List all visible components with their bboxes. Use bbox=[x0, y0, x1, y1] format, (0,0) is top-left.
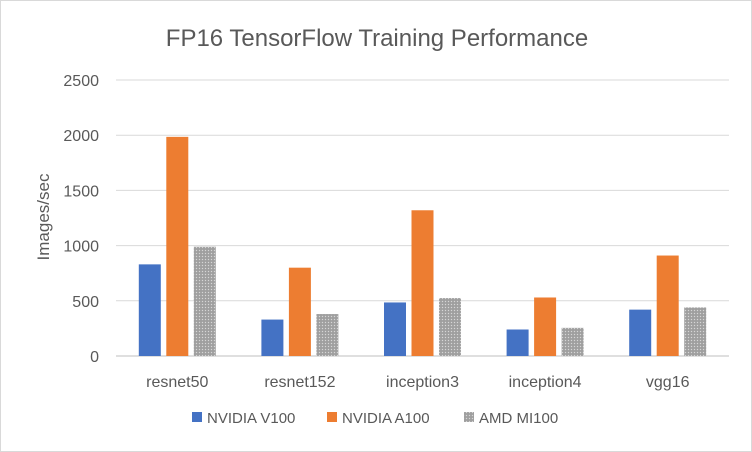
x-tick-label: resnet50 bbox=[146, 374, 208, 391]
bar-nvidia-a100 bbox=[288, 267, 311, 356]
bar-amd-mi100 bbox=[439, 298, 461, 356]
bar-nvidia-a100 bbox=[166, 136, 189, 356]
bars bbox=[138, 136, 707, 356]
bar-amd-mi100 bbox=[684, 307, 707, 356]
bar-amd-mi100 bbox=[316, 314, 339, 356]
y-tick-label: 2500 bbox=[63, 73, 99, 90]
bar-nvidia-v100 bbox=[506, 329, 529, 356]
y-tick-label: 500 bbox=[72, 294, 99, 311]
x-tick-label: inception3 bbox=[386, 374, 459, 391]
legend-swatch bbox=[192, 412, 202, 422]
bar-nvidia-v100 bbox=[138, 264, 161, 356]
y-tick-label: 1000 bbox=[63, 239, 99, 256]
legend-swatch bbox=[327, 412, 337, 422]
x-tick-label: inception4 bbox=[509, 374, 582, 391]
bar-nvidia-v100 bbox=[384, 302, 406, 356]
x-tick-label: vgg16 bbox=[646, 374, 690, 391]
legend: NVIDIA V100 NVIDIA A100 AMD MI100 bbox=[192, 410, 558, 427]
chart-title: FP16 TensorFlow Training Performance bbox=[166, 25, 588, 52]
x-tick-label: resnet152 bbox=[264, 374, 335, 391]
y-axis-ticks: 0 500 1000 1500 2000 2500 bbox=[63, 73, 99, 366]
bar-amd-mi100 bbox=[193, 246, 216, 356]
bar-amd-mi100 bbox=[561, 327, 584, 356]
y-axis-title: Images/sec bbox=[34, 173, 53, 260]
y-tick-label: 1500 bbox=[63, 183, 99, 200]
y-tick-label: 0 bbox=[90, 349, 99, 366]
y-tick-label: 2000 bbox=[63, 128, 99, 145]
legend-swatch bbox=[464, 412, 474, 422]
legend-label: NVIDIA V100 bbox=[207, 410, 295, 427]
bar-nvidia-v100 bbox=[261, 319, 284, 356]
x-axis-ticks: resnet50 resnet152 inception3 inception4 vgg… bbox=[146, 374, 689, 391]
legend-label: NVIDIA A100 bbox=[342, 410, 430, 427]
bar-nvidia-a100 bbox=[411, 210, 434, 356]
legend-label: AMD MI100 bbox=[479, 410, 558, 427]
bar-nvidia-a100 bbox=[656, 255, 679, 356]
bar-nvidia-a100 bbox=[534, 297, 557, 356]
bar-nvidia-v100 bbox=[629, 309, 652, 356]
